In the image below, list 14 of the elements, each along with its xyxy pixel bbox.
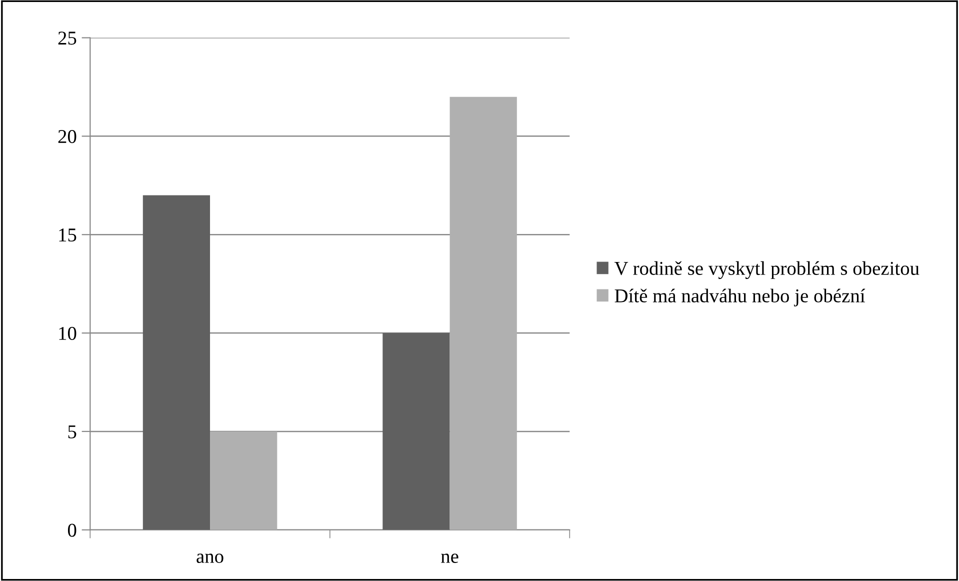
bar [210,431,278,530]
y-tick-label: 25 [58,32,76,45]
bar [142,195,210,530]
y-tick-label: 5 [68,425,76,438]
x-tick-label: ne [441,554,458,563]
y-tick-label: 0 [68,524,76,537]
bar [382,333,450,530]
legend-label: Dítě má nadváhu nebo je obézní [614,288,866,306]
y-tick-label: 15 [59,228,76,242]
legend-label: V rodině se vyskytl problém s obezitou [614,261,920,279]
x-tick-label: ano [196,554,224,563]
y-tick-label: 10 [59,326,76,340]
bar [450,96,517,530]
y-tick-label: 20 [58,130,76,144]
